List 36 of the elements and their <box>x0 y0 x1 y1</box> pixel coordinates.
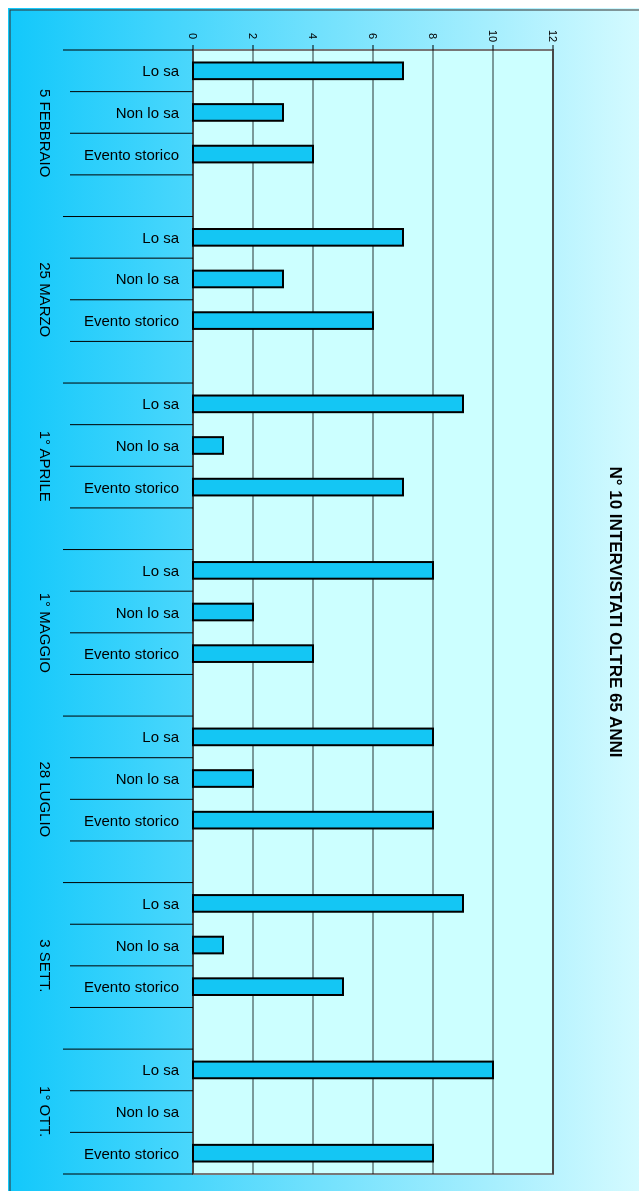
x-tick-label: 10 <box>487 29 499 43</box>
x-tick-label: 0 <box>187 32 199 40</box>
text: N° 10 INTERVISTATI OLTRE 65 ANNI <box>605 466 625 758</box>
y-tick-label: Lo sa <box>142 894 180 912</box>
x-tick-label: 2 <box>247 32 259 40</box>
y-tick-label: Lo sa <box>142 228 180 246</box>
text: 5 FEBBRAIO <box>36 89 54 178</box>
y-tick-label: Evento storico <box>83 1144 179 1162</box>
text: 1° OTT. <box>36 1086 54 1138</box>
y-tick-label: Evento storico <box>83 645 179 663</box>
y-tick-label: Lo sa <box>142 1061 180 1079</box>
y-tick-label: Non lo sa <box>115 936 180 954</box>
y-tick-label: Non lo sa <box>115 770 180 788</box>
y-tick-label: Non lo sa <box>115 270 180 288</box>
y-tick-label: Lo sa <box>142 62 180 80</box>
text: 1° APRILE <box>36 430 54 502</box>
y-tick-label: Evento storico <box>83 811 179 829</box>
y-tick-label: Lo sa <box>142 728 180 746</box>
y-tick-label: Non lo sa <box>115 603 180 621</box>
x-tick-label: 12 <box>547 29 559 43</box>
text: 3 SETT. <box>36 939 54 993</box>
y-tick-label: Evento storico <box>83 145 179 163</box>
x-tick-label: 6 <box>367 32 379 40</box>
text: 1° MAGGIO <box>36 592 54 673</box>
y-tick-label: Lo sa <box>142 395 180 413</box>
x-tick-label: 4 <box>307 32 319 40</box>
y-tick-label: Non lo sa <box>115 1103 180 1121</box>
x-tick-label: 8 <box>427 32 439 40</box>
y-tick-label: Evento storico <box>83 478 179 496</box>
y-tick-label: Non lo sa <box>115 103 180 121</box>
y-tick-label: Non lo sa <box>115 436 180 454</box>
y-tick-label: Evento storico <box>83 978 179 996</box>
text: 28 LUGLIO <box>36 761 54 838</box>
y-tick-label: Evento storico <box>83 312 179 330</box>
text: 25 MARZO <box>36 262 54 338</box>
y-tick-label: Lo sa <box>142 561 180 579</box>
